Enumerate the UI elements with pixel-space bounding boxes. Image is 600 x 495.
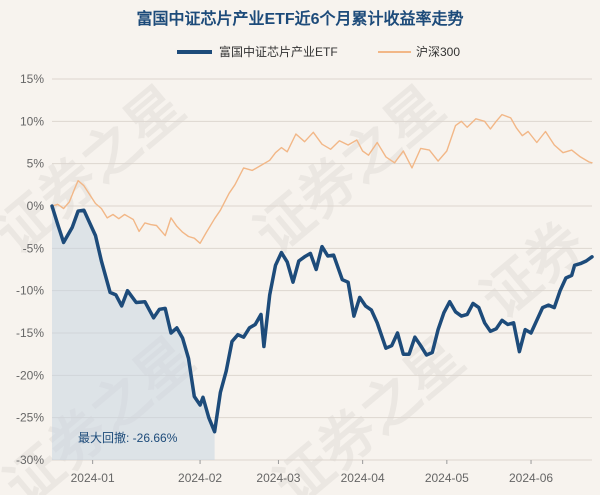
- y-tick-label: -25%: [16, 411, 44, 425]
- y-tick-label: -10%: [16, 284, 44, 298]
- chart-title: 富国中证芯片产业ETF近6个月累计收益率走势: [136, 9, 463, 28]
- svg-text:证券之星: 证券之星: [243, 73, 455, 265]
- y-tick-label: 15%: [20, 72, 44, 86]
- x-tick-label: 2024-05: [425, 471, 469, 485]
- y-tick-label: 10%: [20, 114, 44, 128]
- x-axis-ticks: 2024-01 2024-02 2024-03 2024-04 2024-05 2024-…: [71, 460, 553, 485]
- svg-text:证券: 证券: [469, 209, 596, 330]
- drawdown-shade: [52, 206, 215, 460]
- x-tick-label: 2024-04: [341, 471, 385, 485]
- x-tick-label: 2024-03: [256, 471, 300, 485]
- y-tick-label: -15%: [16, 326, 44, 340]
- legend: 富国中证芯片产业ETF 沪深300: [177, 44, 460, 59]
- max-drawdown-annotation: 最大回撤: -26.66%: [78, 430, 178, 445]
- y-tick-label: 5%: [27, 157, 45, 171]
- y-tick-label: -5%: [23, 241, 45, 255]
- series-lines: [50, 113, 594, 434]
- x-tick-label: 2024-06: [509, 471, 553, 485]
- series-line-hs300: [51, 113, 593, 244]
- y-tick-label: 0%: [27, 199, 45, 213]
- y-tick-label: -30%: [16, 453, 44, 467]
- drawdown-area: [52, 206, 215, 460]
- svg-text:证券之星: 证券之星: [263, 325, 475, 495]
- y-tick-label: -20%: [16, 368, 44, 382]
- x-tick-label: 2024-02: [178, 471, 222, 485]
- legend-label-hs300: 沪深300: [416, 45, 460, 59]
- legend-label-etf: 富国中证芯片产业ETF: [219, 44, 338, 59]
- x-tick-label: 2024-01: [71, 471, 115, 485]
- y-axis-ticks: 15% 10% 5% 0% -5% -10% -15% -20% -25% -30%: [16, 72, 44, 467]
- series-line-etf: [50, 204, 594, 434]
